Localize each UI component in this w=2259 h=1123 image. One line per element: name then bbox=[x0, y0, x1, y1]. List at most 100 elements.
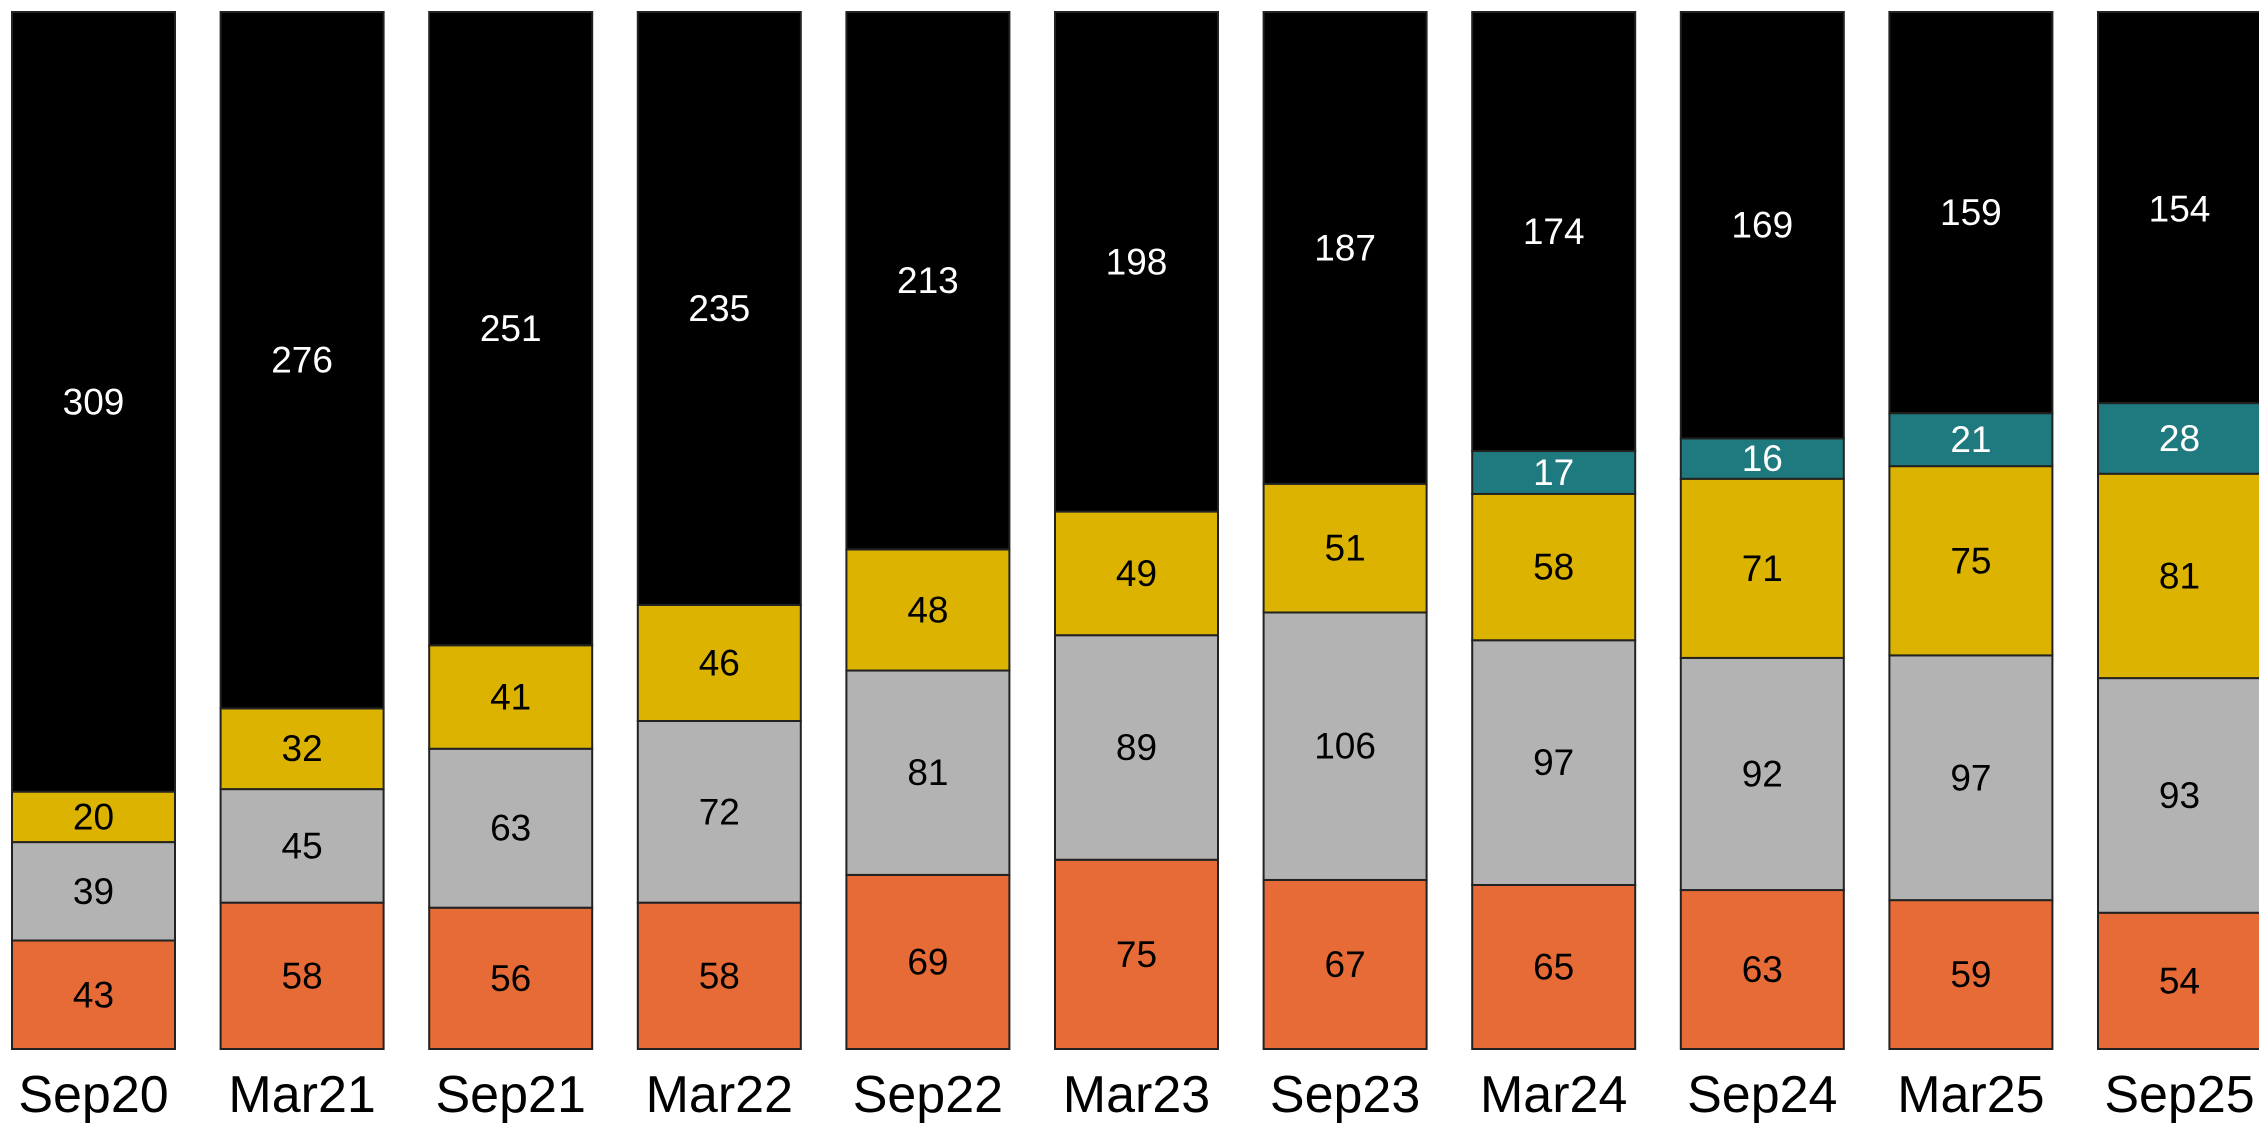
bar-segment bbox=[636, 901, 802, 1050]
value-label: 309 bbox=[63, 381, 125, 422]
bar-segment bbox=[1679, 889, 1845, 1051]
bar-segment bbox=[11, 939, 176, 1051]
value-label: 16 bbox=[1742, 438, 1783, 479]
value-label: 213 bbox=[897, 260, 959, 301]
bar-segment bbox=[428, 11, 594, 647]
value-label: 198 bbox=[1106, 241, 1168, 282]
bar-segment bbox=[11, 841, 176, 942]
x-tick-label: Sep24 bbox=[1687, 1066, 1837, 1123]
value-label: 81 bbox=[2159, 555, 2200, 596]
bar-segment bbox=[428, 906, 594, 1050]
value-label: 43 bbox=[73, 974, 114, 1015]
value-label: 65 bbox=[1533, 946, 1574, 987]
value-label: 58 bbox=[1533, 547, 1574, 588]
value-label: 154 bbox=[2149, 188, 2211, 229]
bar-segment bbox=[11, 11, 176, 793]
bar-segment bbox=[219, 901, 385, 1050]
bar-segment bbox=[1262, 482, 1428, 614]
x-tick-label: Mar21 bbox=[228, 1066, 375, 1123]
bar-segment bbox=[1471, 450, 1637, 495]
bar-segment bbox=[219, 707, 385, 791]
value-label: 63 bbox=[490, 808, 531, 849]
bar-segment bbox=[845, 873, 1011, 1050]
value-label: 169 bbox=[1731, 205, 1793, 246]
x-tick-label: Sep21 bbox=[436, 1066, 586, 1123]
value-label: 81 bbox=[907, 752, 948, 793]
value-label: 72 bbox=[699, 791, 740, 832]
bar-segment bbox=[1888, 11, 2054, 415]
bar-segment bbox=[1262, 878, 1428, 1051]
value-label: 235 bbox=[688, 288, 750, 329]
value-label: 251 bbox=[480, 308, 542, 349]
bar-segment bbox=[845, 548, 1011, 672]
bar-segment bbox=[845, 11, 1011, 551]
bar-segment bbox=[1888, 654, 2054, 902]
x-tick-label: Mar23 bbox=[1063, 1066, 1210, 1123]
x-tick-label: Mar24 bbox=[1480, 1066, 1627, 1123]
bar-segment bbox=[636, 603, 802, 722]
value-label: 75 bbox=[1116, 934, 1157, 975]
value-label: 89 bbox=[1116, 727, 1157, 768]
value-label: 39 bbox=[73, 871, 114, 912]
bar-segment bbox=[2097, 472, 2259, 680]
value-label: 51 bbox=[1325, 528, 1366, 569]
bar-segment bbox=[219, 788, 385, 904]
value-label: 20 bbox=[73, 796, 114, 837]
value-label: 17 bbox=[1533, 452, 1574, 493]
value-label: 69 bbox=[907, 941, 948, 982]
bar-segment bbox=[2097, 402, 2259, 475]
value-label: 58 bbox=[282, 955, 323, 996]
value-label: 97 bbox=[1533, 742, 1574, 783]
value-label: 75 bbox=[1950, 540, 1991, 581]
value-label: 54 bbox=[2159, 960, 2200, 1001]
value-label: 276 bbox=[271, 340, 333, 381]
x-tick-label: Mar25 bbox=[1897, 1066, 2044, 1123]
value-label: 92 bbox=[1742, 753, 1783, 794]
value-label: 32 bbox=[282, 728, 323, 769]
value-label: 59 bbox=[1950, 954, 1991, 995]
bar-segment bbox=[219, 11, 385, 710]
x-tick-label: Mar22 bbox=[646, 1066, 793, 1123]
bar-segment bbox=[1471, 883, 1637, 1050]
value-label: 46 bbox=[699, 642, 740, 683]
value-label: 174 bbox=[1523, 211, 1585, 252]
value-label: 28 bbox=[2159, 418, 2200, 459]
value-label: 63 bbox=[1742, 949, 1783, 990]
bar-segment bbox=[1054, 11, 1219, 513]
value-label: 48 bbox=[907, 589, 948, 630]
x-tick-label: Sep23 bbox=[1270, 1066, 1420, 1123]
value-label: 106 bbox=[1314, 726, 1376, 767]
bar-segment bbox=[1471, 11, 1637, 453]
value-label: 45 bbox=[282, 825, 323, 866]
value-label: 67 bbox=[1325, 944, 1366, 985]
bar-segment bbox=[1679, 11, 1845, 440]
value-label: 93 bbox=[2159, 775, 2200, 816]
bar-segment bbox=[636, 11, 802, 606]
value-label: 49 bbox=[1116, 553, 1157, 594]
x-tick-label: Sep25 bbox=[2104, 1066, 2254, 1123]
value-label: 41 bbox=[490, 677, 531, 718]
x-tick-label: Sep20 bbox=[18, 1066, 168, 1123]
bar-segment bbox=[1054, 510, 1219, 637]
bar-segment bbox=[2097, 677, 2259, 914]
bar-segment bbox=[1888, 465, 2054, 657]
value-label: 159 bbox=[1940, 192, 2002, 233]
bar-segment bbox=[845, 669, 1011, 876]
value-label: 187 bbox=[1314, 227, 1376, 268]
bar-segment bbox=[1262, 611, 1428, 881]
bar-segment bbox=[428, 644, 594, 750]
bar-segment bbox=[2097, 11, 2259, 405]
value-label: 56 bbox=[490, 958, 531, 999]
value-label: 71 bbox=[1742, 548, 1783, 589]
value-label: 21 bbox=[1950, 419, 1991, 460]
bar-segment bbox=[428, 747, 594, 909]
bar-segment bbox=[1679, 656, 1845, 892]
value-label: 97 bbox=[1950, 757, 1991, 798]
bar-segment bbox=[1679, 477, 1845, 659]
bar-segment bbox=[1471, 639, 1637, 886]
bar-segment bbox=[1262, 11, 1428, 485]
bar-segment bbox=[1054, 858, 1219, 1050]
bar-segment bbox=[1888, 412, 2054, 468]
